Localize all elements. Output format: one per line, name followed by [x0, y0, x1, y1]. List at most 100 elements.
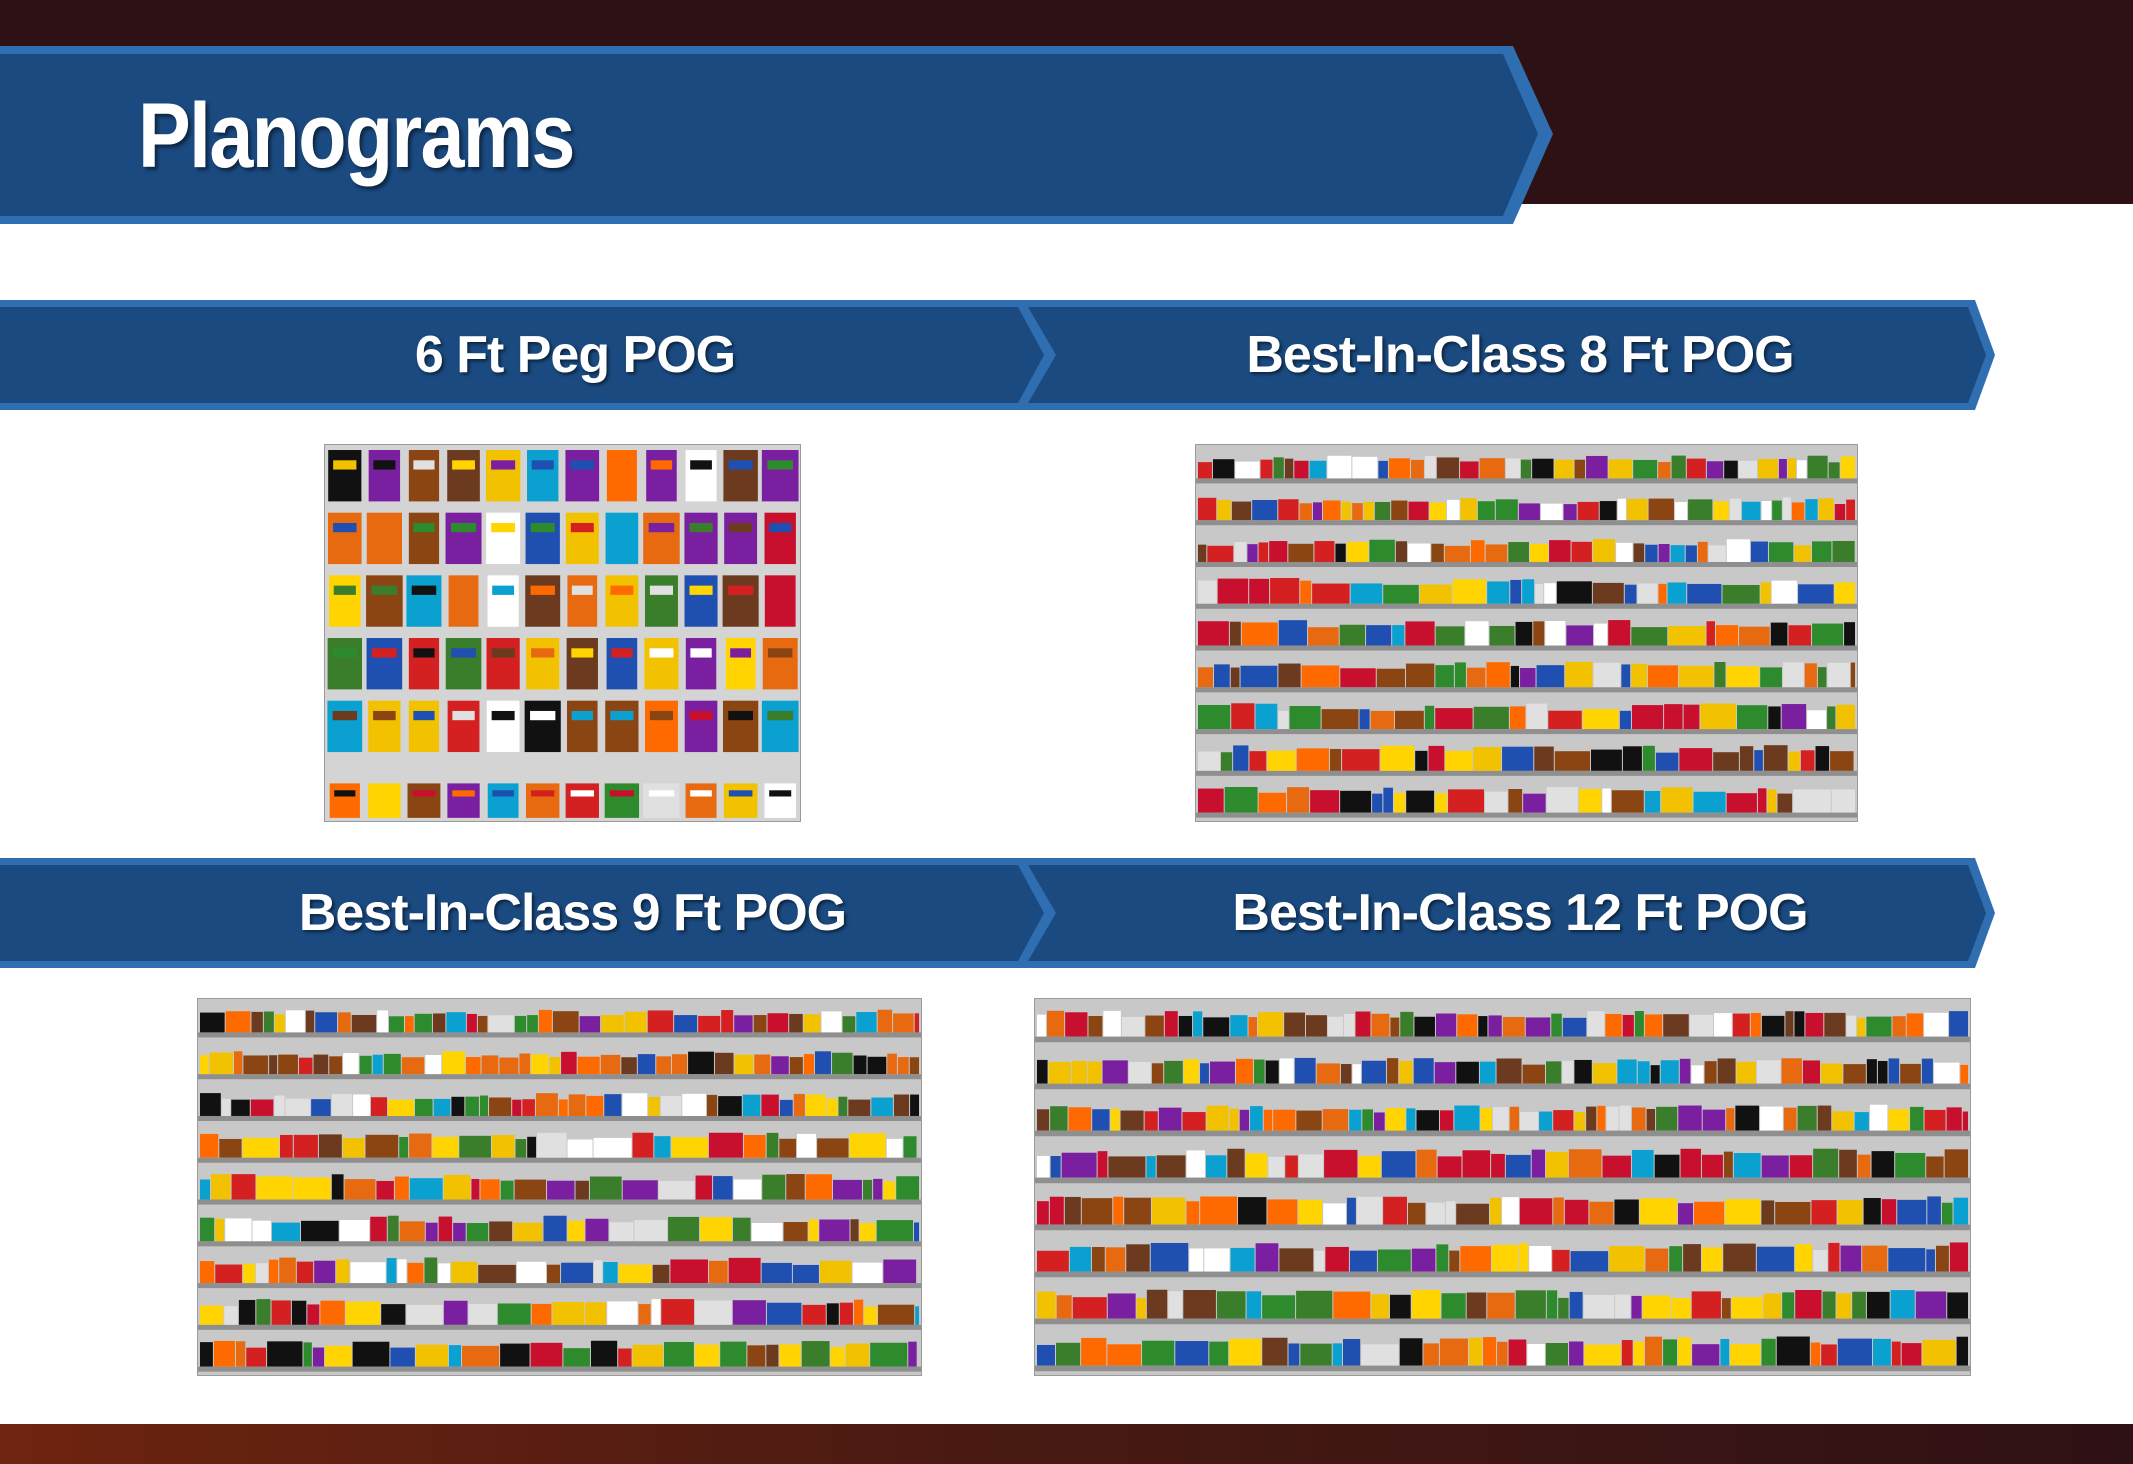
product-facing: [1525, 1017, 1551, 1037]
product-facing: [579, 1016, 601, 1033]
product-facing: [1546, 1290, 1558, 1319]
product-facing: [618, 1348, 632, 1367]
product-facing: [1434, 1062, 1456, 1084]
section-banner-6ft-shape: [0, 300, 1055, 410]
product-facing: [1136, 1298, 1146, 1319]
product-facing: [1583, 1294, 1615, 1319]
product-facing: [1694, 1201, 1725, 1225]
product-facing: [1519, 1243, 1529, 1272]
product-facing: [1546, 786, 1578, 813]
product-facing: [1385, 1108, 1406, 1131]
product-label: [450, 522, 477, 533]
product-facing: [1198, 497, 1217, 521]
product-facing: [1103, 1010, 1121, 1037]
product-facing: [1037, 1155, 1050, 1178]
product-facing: [1553, 1197, 1564, 1225]
product-facing: [1441, 1293, 1466, 1319]
product-facing: [1687, 583, 1722, 604]
product-facing: [1392, 625, 1405, 646]
product-facing: [267, 1341, 303, 1367]
product-facing: [1599, 501, 1617, 521]
product-facing: [312, 1347, 325, 1367]
product-label: [729, 522, 753, 533]
product-package: [567, 700, 598, 753]
product-facing: [1204, 1248, 1230, 1272]
product-facing: [1445, 750, 1473, 771]
product-package: [368, 450, 401, 502]
product-facing: [609, 1222, 634, 1242]
product-facing: [1655, 752, 1679, 771]
product-facing: [1795, 1244, 1813, 1272]
product-facing: [547, 1264, 561, 1284]
product-facing: [1679, 665, 1714, 688]
product-facing: [1551, 1013, 1562, 1037]
product-facing: [766, 1344, 779, 1367]
product-facing: [242, 1137, 279, 1158]
product-facing: [515, 1139, 527, 1158]
product-facing: [1783, 1107, 1797, 1131]
product-facing: [409, 1178, 443, 1200]
product-facing: [1049, 1196, 1064, 1225]
product-facing: [1445, 1201, 1456, 1225]
product-facing: [1370, 710, 1394, 730]
shelf-edge: [1196, 812, 1857, 818]
product-facing: [1863, 1198, 1881, 1225]
product-facing: [1700, 703, 1736, 730]
product-facing: [527, 1015, 538, 1033]
planogram-products: [1035, 1010, 1970, 1372]
product-facing: [1310, 790, 1340, 813]
product-facing: [561, 1262, 593, 1284]
product-facing: [1198, 544, 1207, 562]
product-facing: [238, 1299, 256, 1325]
shelf-edge: [1196, 729, 1857, 735]
product-facing: [568, 1094, 586, 1116]
product-label: [570, 522, 594, 533]
product-facing: [388, 1016, 404, 1033]
product-facing: [1828, 462, 1840, 479]
product-facing: [1260, 459, 1273, 479]
product-facing: [1586, 1106, 1597, 1131]
product-facing: [1812, 623, 1844, 646]
product-facing: [516, 1261, 547, 1284]
product-facing: [225, 1218, 252, 1242]
product-facing: [887, 1053, 897, 1075]
product-label: [531, 460, 554, 470]
product-facing: [575, 1180, 589, 1200]
product-facing: [1158, 1107, 1182, 1131]
product-facing: [1891, 1341, 1901, 1366]
product-facing: [663, 1341, 694, 1367]
product-facing: [1322, 500, 1341, 521]
product-facing: [1639, 1198, 1678, 1225]
product-facing: [1107, 1344, 1142, 1366]
product-package: [366, 638, 403, 690]
product-facing: [1164, 1060, 1183, 1084]
product-facing: [1515, 1290, 1546, 1319]
product-facing: [243, 1055, 269, 1075]
product-facing: [585, 1218, 609, 1242]
product-facing: [351, 1015, 377, 1033]
product-facing: [1941, 1202, 1953, 1225]
product-facing: [893, 1013, 914, 1033]
product-facing: [1466, 667, 1486, 688]
product-facing: [754, 1054, 771, 1075]
shelf-edge: [1196, 687, 1857, 693]
product-facing: [1822, 1291, 1836, 1319]
product-facing: [1946, 1107, 1962, 1131]
product-facing: [1726, 793, 1757, 813]
product-facing: [459, 1135, 491, 1158]
product-facing: [732, 1217, 751, 1242]
product-facing: [1739, 626, 1770, 646]
product-package: [605, 512, 639, 565]
product-facing: [200, 1305, 224, 1325]
product-facing: [1146, 1156, 1156, 1178]
product-label: [332, 648, 357, 658]
product-facing: [1399, 1338, 1423, 1366]
product-facing: [1800, 750, 1815, 771]
product-facing: [720, 1341, 747, 1367]
product-facing: [1081, 1337, 1107, 1366]
product-facing: [1548, 710, 1582, 730]
product-facing: [893, 1094, 910, 1116]
product-facing: [1713, 501, 1729, 521]
product-label: [373, 790, 396, 797]
product-label: [413, 648, 435, 658]
